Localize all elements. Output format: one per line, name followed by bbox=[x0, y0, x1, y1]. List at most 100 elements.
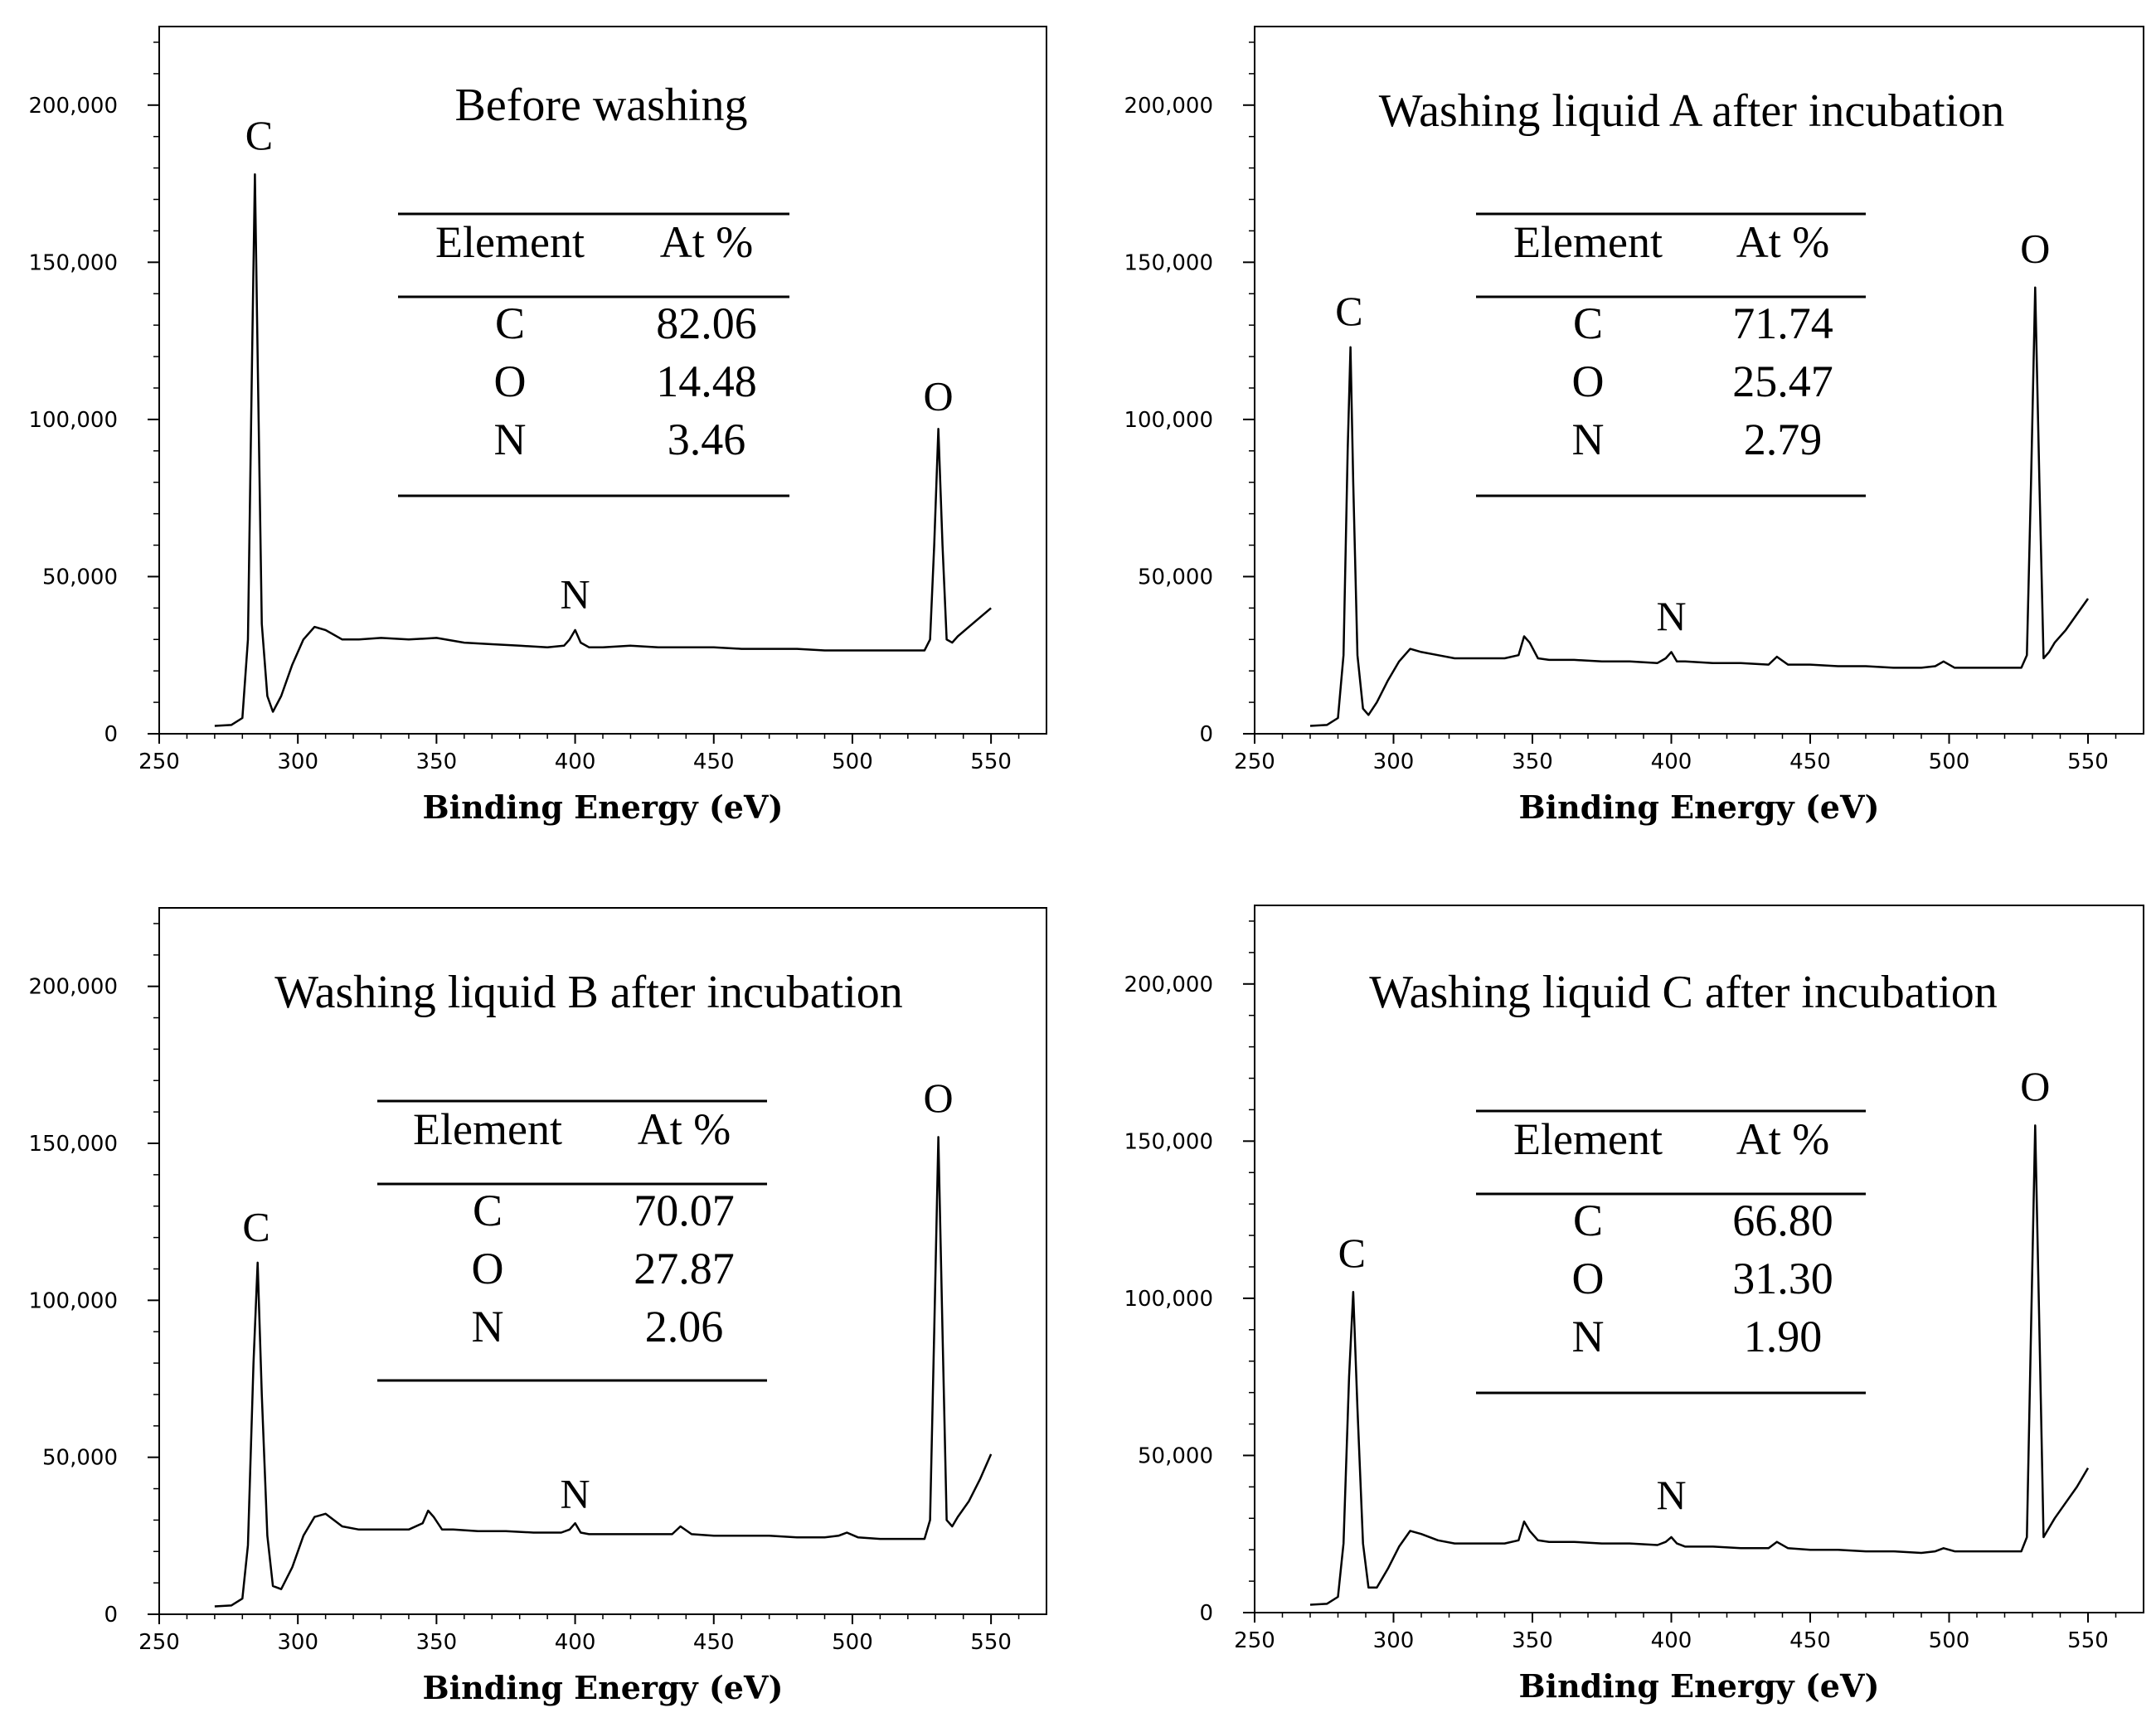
y-tick-label: 0 bbox=[1199, 722, 1213, 747]
table-cell-at-percent: 3.46 bbox=[668, 415, 746, 464]
table-header-element: Element bbox=[1513, 217, 1663, 267]
x-tick-label: 500 bbox=[1929, 1628, 1970, 1653]
table-cell-element: O bbox=[472, 1244, 504, 1293]
peak-label-c: C bbox=[245, 112, 273, 158]
spectrum-line bbox=[214, 1136, 993, 1608]
table-cell-at-percent: 2.79 bbox=[1744, 415, 1823, 464]
peak-label-n: N bbox=[1656, 1472, 1686, 1518]
y-tick-label: 150,000 bbox=[1124, 250, 1213, 275]
y-tick-label: 100,000 bbox=[1124, 408, 1213, 433]
x-tick-label: 450 bbox=[693, 750, 735, 774]
table-cell-element: N bbox=[494, 415, 527, 464]
panel-title: Washing liquid C after incubation bbox=[1369, 967, 1998, 1018]
table-cell-at-percent: 27.87 bbox=[634, 1244, 735, 1293]
x-tick-label: 500 bbox=[1929, 750, 1970, 774]
x-tick-label: 250 bbox=[138, 750, 180, 774]
x-axis-title: Binding Energy (eV) bbox=[423, 788, 784, 826]
spectrum-line bbox=[1309, 1124, 2090, 1606]
x-axis-title: Binding Energy (eV) bbox=[1519, 788, 1880, 826]
x-tick-label: 400 bbox=[555, 750, 596, 774]
x-tick-label: 450 bbox=[693, 1630, 735, 1655]
x-tick-label: 350 bbox=[416, 1630, 458, 1655]
composition-table: Element At % C 71.74 O 25.47 N 2.79 bbox=[1476, 212, 1866, 497]
y-tick-label: 200,000 bbox=[28, 975, 118, 1000]
spectrum-line bbox=[214, 172, 992, 727]
plot-frame bbox=[158, 26, 1047, 735]
chart-panel-4: 250 300 350 400 450 500 550 0 50,000 100,000 150,0… bbox=[1124, 905, 2144, 1705]
x-axis-title: Binding Energy (eV) bbox=[1519, 1667, 1880, 1705]
table-header-element: Element bbox=[413, 1104, 562, 1154]
chart-panel-1: 250 300 350 400 450 500 550 0 50,000 100,000 150,0… bbox=[28, 26, 1047, 826]
peak-label-o: O bbox=[2020, 1063, 2050, 1109]
x-tick-label: 450 bbox=[1789, 1628, 1831, 1653]
x-tick-label: 500 bbox=[832, 1630, 873, 1655]
peak-label-n: N bbox=[561, 570, 590, 617]
y-tick-label: 100,000 bbox=[28, 408, 118, 433]
x-tick-label: 550 bbox=[970, 750, 1012, 774]
y-tick-label: 200,000 bbox=[1124, 973, 1213, 997]
x-tick-label: 400 bbox=[1651, 750, 1692, 774]
y-tick-label: 50,000 bbox=[1138, 1443, 1213, 1468]
table-cell-at-percent: 31.30 bbox=[1732, 1254, 1833, 1303]
table-header-at-percent: At % bbox=[638, 1104, 731, 1154]
table-cell-at-percent: 14.48 bbox=[656, 357, 757, 406]
y-tick-label: 0 bbox=[1199, 1601, 1213, 1626]
table-cell-element: C bbox=[473, 1186, 503, 1235]
y-tick-label: 150,000 bbox=[1124, 1129, 1213, 1154]
table-cell-element: C bbox=[1573, 1196, 1603, 1245]
table-cell-at-percent: 82.06 bbox=[656, 298, 757, 348]
x-tick-label: 500 bbox=[832, 750, 873, 774]
x-axis-title: Binding Energy (eV) bbox=[423, 1669, 784, 1706]
x-tick-label: 250 bbox=[1234, 750, 1275, 774]
table-header-element: Element bbox=[435, 217, 585, 267]
table-cell-at-percent: 66.80 bbox=[1732, 1196, 1833, 1245]
y-tick-label: 0 bbox=[104, 722, 118, 747]
table-cell-at-percent: 1.90 bbox=[1744, 1312, 1823, 1361]
table-cell-element: O bbox=[494, 357, 527, 406]
table-header-at-percent: At % bbox=[660, 217, 753, 267]
x-tick-label: 250 bbox=[1234, 1628, 1275, 1653]
chart-panel-3: 250 300 350 400 450 500 550 0 50,000 100,000 150,0… bbox=[28, 907, 1047, 1706]
y-tick-label: 150,000 bbox=[28, 250, 118, 275]
x-tick-label: 350 bbox=[1512, 1628, 1553, 1653]
table-header-element: Element bbox=[1513, 1114, 1663, 1164]
peak-label-c: C bbox=[1335, 288, 1362, 334]
x-tick-label: 350 bbox=[1512, 750, 1553, 774]
y-tick-label: 50,000 bbox=[42, 1446, 118, 1471]
x-tick-label: 550 bbox=[2067, 750, 2109, 774]
table-header-at-percent: At % bbox=[1736, 1114, 1829, 1164]
composition-table: Element At % C 70.07 O 27.87 N 2.06 bbox=[377, 1099, 767, 1382]
y-tick-label: 100,000 bbox=[28, 1288, 118, 1313]
peak-label-c: C bbox=[1338, 1230, 1366, 1276]
y-tick-label: 50,000 bbox=[42, 565, 118, 589]
x-tick-label: 250 bbox=[138, 1630, 180, 1655]
y-tick-label: 50,000 bbox=[1138, 565, 1213, 589]
peak-label-o: O bbox=[924, 373, 954, 420]
x-tick-label: 300 bbox=[1373, 1628, 1415, 1653]
x-tick-label: 550 bbox=[970, 1630, 1012, 1655]
table-cell-element: O bbox=[1572, 357, 1605, 406]
peak-label-n: N bbox=[561, 1470, 590, 1516]
peak-label-c: C bbox=[242, 1203, 270, 1249]
x-tick-label: 300 bbox=[277, 1630, 318, 1655]
x-tick-label: 400 bbox=[1651, 1628, 1692, 1653]
x-tick-label: 300 bbox=[277, 750, 318, 774]
table-cell-at-percent: 70.07 bbox=[634, 1186, 735, 1235]
composition-table: Element At % C 66.80 O 31.30 N 1.90 bbox=[1476, 1109, 1866, 1395]
panel-title: Before washing bbox=[454, 80, 747, 131]
y-tick-label: 200,000 bbox=[28, 94, 118, 119]
x-tick-label: 350 bbox=[416, 750, 458, 774]
peak-label-o: O bbox=[2020, 225, 2050, 271]
table-cell-at-percent: 25.47 bbox=[1732, 357, 1833, 406]
peak-label-o: O bbox=[924, 1075, 954, 1121]
table-header-at-percent: At % bbox=[1736, 217, 1829, 267]
table-cell-element: N bbox=[1572, 415, 1605, 464]
table-cell-element: O bbox=[1572, 1254, 1605, 1303]
x-tick-label: 550 bbox=[2067, 1628, 2109, 1653]
x-tick-label: 450 bbox=[1789, 750, 1831, 774]
y-tick-label: 0 bbox=[104, 1603, 118, 1628]
table-cell-element: N bbox=[472, 1302, 504, 1351]
panel-title: Washing liquid B after incubation bbox=[274, 967, 903, 1018]
peak-label-n: N bbox=[1656, 593, 1686, 639]
spectrum-line bbox=[1309, 286, 2090, 727]
